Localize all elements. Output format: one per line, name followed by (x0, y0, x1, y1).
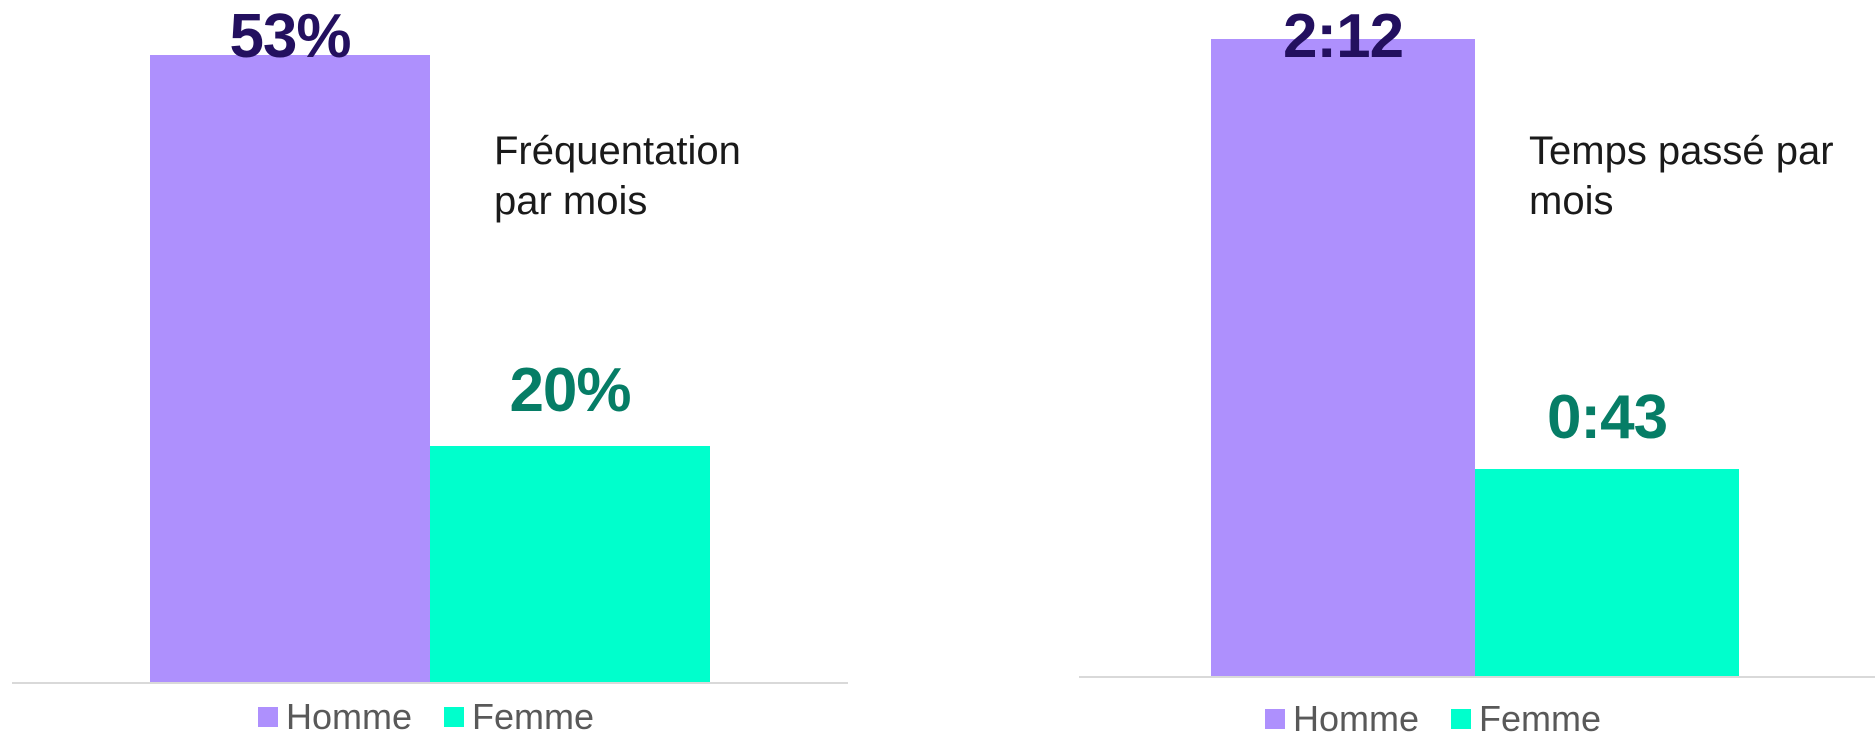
legend-swatch-femme (1451, 709, 1472, 729)
legend-item-homme: Homme (1265, 698, 1419, 740)
bar-femme (430, 445, 710, 682)
data-label-homme: 53% (229, 2, 351, 71)
legend: Homme Femme (1265, 698, 1601, 740)
data-label-femme: 0:43 (1546, 382, 1668, 452)
legend: Homme Femme (258, 696, 594, 738)
chart-title-line-2: mois (1529, 179, 1614, 223)
legend-label-homme: Homme (286, 696, 413, 737)
data-label-homme: 2:12 (1282, 2, 1404, 71)
chart-frequentation: 53% 20% Fréquentation par mois Homme Femm… (0, 0, 860, 738)
chart-title-line-1: Temps passé par (1529, 129, 1834, 173)
legend-label-femme: Femme (472, 696, 595, 737)
legend-swatch-homme (258, 707, 278, 727)
legend-swatch-femme (444, 707, 465, 727)
legend-label-homme: Homme (1293, 698, 1420, 739)
chart-title-line-2: par mois (494, 179, 648, 223)
x-axis-line (1079, 676, 1875, 678)
chart-title: Temps passé par mois (1529, 126, 1834, 226)
bar-homme (1211, 39, 1475, 676)
legend-item-femme: Femme (1451, 698, 1601, 740)
chart-title-line-1: Fréquentation (494, 129, 741, 173)
bar-femme (1475, 468, 1739, 676)
legend-swatch-homme (1265, 709, 1285, 729)
chart-title: Fréquentation par mois (494, 126, 741, 226)
bar-homme (150, 55, 430, 682)
legend-label-femme: Femme (1479, 698, 1602, 739)
data-label-femme: 20% (509, 355, 631, 425)
legend-item-homme: Homme (258, 696, 412, 738)
chart-temps-passe: 2:12 0:43 Temps passé par mois Homme Femm… (1075, 0, 1875, 739)
legend-item-femme: Femme (444, 696, 594, 738)
x-axis-line (12, 682, 848, 684)
